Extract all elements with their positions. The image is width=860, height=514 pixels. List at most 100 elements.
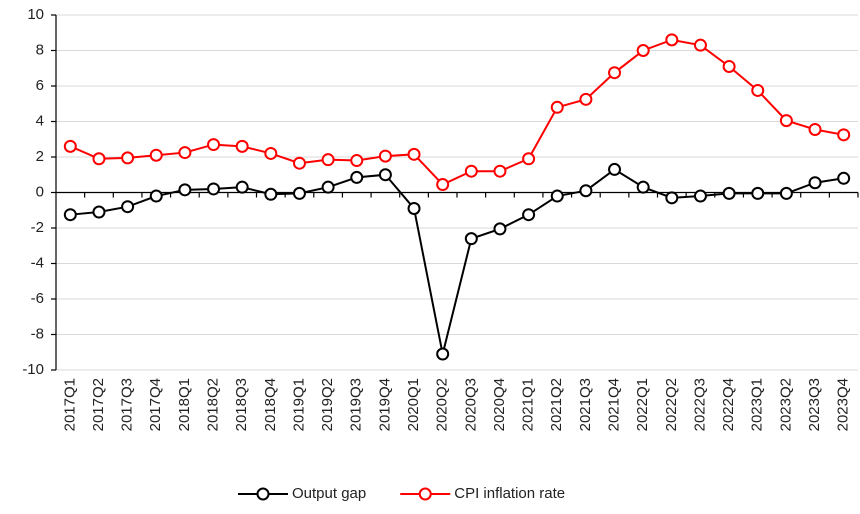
series-marker: [378, 149, 392, 163]
series-marker: [63, 208, 77, 222]
x-tick-label: 2023Q3: [806, 378, 823, 431]
legend-marker: [418, 487, 432, 501]
series-marker: [92, 152, 106, 166]
series-marker: [636, 180, 650, 194]
series-marker: [808, 176, 822, 190]
x-tick-label: 2018Q2: [205, 378, 222, 431]
series-marker: [722, 59, 736, 73]
series-marker: [693, 189, 707, 203]
series-marker: [235, 180, 249, 194]
series-marker: [779, 114, 793, 128]
x-tick-label: 2019Q1: [290, 378, 307, 431]
x-tick-label: 2019Q3: [348, 378, 365, 431]
y-tick-label: 8: [36, 41, 44, 58]
x-tick-label: 2021Q3: [577, 378, 594, 431]
series-marker: [350, 170, 364, 184]
series-marker: [693, 38, 707, 52]
x-tick-label: 2020Q4: [491, 378, 508, 431]
x-tick-label: 2021Q2: [548, 378, 565, 431]
series-marker: [722, 186, 736, 200]
series-marker: [292, 156, 306, 170]
series-marker: [493, 222, 507, 236]
series-marker: [665, 33, 679, 47]
series-marker: [751, 186, 765, 200]
series-marker: [837, 171, 851, 185]
series-marker: [264, 187, 278, 201]
y-tick-label: -2: [31, 219, 44, 236]
series-marker: [464, 232, 478, 246]
series-marker: [207, 138, 221, 152]
series-line: [70, 168, 844, 355]
series-marker: [665, 191, 679, 205]
series-marker: [608, 66, 622, 80]
series-marker: [407, 147, 421, 161]
series-marker: [207, 182, 221, 196]
series-marker: [436, 347, 450, 361]
series-marker: [178, 146, 192, 160]
series-marker: [121, 151, 135, 165]
y-tick-label: -4: [31, 254, 44, 271]
series-marker: [464, 164, 478, 178]
x-tick-label: 2022Q3: [691, 378, 708, 431]
series-marker: [579, 92, 593, 106]
series-marker: [522, 152, 536, 166]
series-marker: [407, 201, 421, 215]
y-tick-label: -10: [22, 361, 44, 378]
series-marker: [808, 122, 822, 136]
legend: Output gap CPI inflation rate: [238, 485, 565, 502]
series-marker: [292, 186, 306, 200]
series-marker: [149, 148, 163, 162]
series-marker: [321, 153, 335, 167]
x-tick-label: 2018Q3: [233, 378, 250, 431]
x-tick-label: 2022Q1: [634, 378, 651, 431]
x-tick-label: 2023Q4: [835, 378, 852, 431]
series-marker: [321, 180, 335, 194]
x-tick-label: 2021Q4: [606, 378, 623, 431]
legend-label: CPI inflation rate: [454, 485, 565, 502]
series-marker: [235, 139, 249, 153]
x-tick-label: 2020Q3: [462, 378, 479, 431]
series-marker: [92, 205, 106, 219]
x-tick-label: 2017Q1: [61, 378, 78, 431]
y-tick-label: -8: [31, 325, 44, 342]
x-tick-label: 2022Q4: [720, 378, 737, 431]
y-tick-label: 2: [36, 148, 44, 165]
series-marker: [121, 200, 135, 214]
x-tick-label: 2018Q4: [262, 378, 279, 431]
x-tick-label: 2018Q1: [176, 378, 193, 431]
y-tick-label: -6: [31, 290, 44, 307]
series-marker: [178, 183, 192, 197]
y-tick-label: 6: [36, 77, 44, 94]
series-marker: [837, 128, 851, 142]
series-marker: [550, 189, 564, 203]
x-tick-label: 2020Q1: [405, 378, 422, 431]
x-tick-label: 2017Q4: [147, 378, 164, 431]
series-marker: [63, 139, 77, 153]
series-marker: [264, 146, 278, 160]
x-tick-label: 2020Q2: [434, 378, 451, 431]
x-tick-label: 2017Q2: [90, 378, 107, 431]
y-tick-label: 0: [36, 183, 44, 200]
x-tick-label: 2019Q2: [319, 378, 336, 431]
series-marker: [149, 189, 163, 203]
series-marker: [636, 44, 650, 57]
series-marker: [522, 208, 536, 222]
x-tick-label: 2017Q3: [119, 378, 136, 431]
series-marker: [378, 168, 392, 182]
series-marker: [751, 83, 765, 97]
legend-marker: [256, 487, 270, 501]
series-marker: [436, 178, 450, 192]
x-tick-label: 2023Q2: [777, 378, 794, 431]
series-marker: [350, 154, 364, 168]
series-marker: [550, 100, 564, 114]
legend-label: Output gap: [292, 485, 366, 502]
series-marker: [779, 186, 793, 200]
x-tick-label: 2019Q4: [376, 378, 393, 431]
y-tick-label: 10: [27, 6, 44, 23]
y-tick-label: 4: [36, 112, 44, 129]
x-tick-label: 2022Q2: [663, 378, 680, 431]
series-marker: [608, 162, 622, 176]
series-marker: [493, 164, 507, 178]
x-tick-label: 2023Q1: [749, 378, 766, 431]
